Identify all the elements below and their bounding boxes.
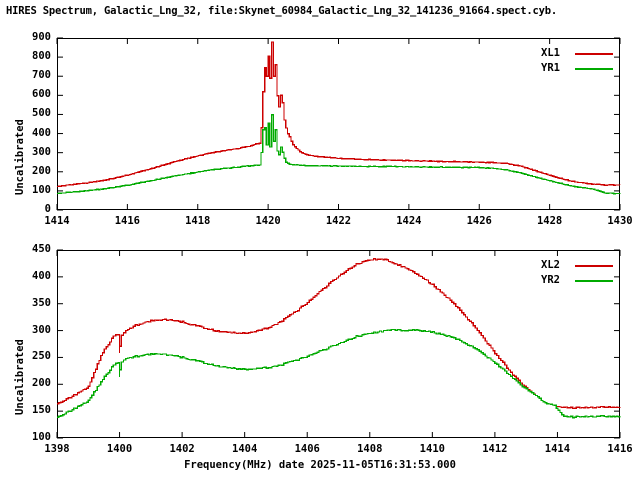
series-yr1 [57, 114, 621, 195]
y-tick-label: 400 [32, 126, 51, 139]
series-xl2 [57, 258, 621, 410]
series-xl1 [57, 41, 621, 188]
series-yr2 [57, 328, 621, 419]
bottom-plot-canvas [56, 249, 621, 439]
page-title: HIRES Spectrum, Galactic_Lng_32, file:Sk… [6, 5, 557, 17]
legend-swatch-yr1 [575, 68, 613, 70]
x-tick-label: 1402 [169, 443, 195, 455]
legend-swatch-xl1 [575, 53, 613, 55]
x-tick-label: 1414 [44, 215, 70, 227]
y-tick-label: 400 [32, 269, 51, 282]
x-tick-label: 1398 [44, 443, 70, 455]
x-tick-label: 1412 [482, 443, 508, 455]
legend-label-yr2: YR2 [541, 274, 560, 286]
x-tick-label: 1414 [544, 443, 571, 455]
y-tick-label: 100 [32, 431, 51, 443]
x-tick-label: 1426 [466, 215, 492, 227]
x-tick-label: 1418 [185, 215, 211, 227]
y-tick-label: 800 [32, 50, 51, 63]
bottom-spectrum-panel [56, 249, 621, 439]
y-tick-label: 200 [32, 164, 51, 177]
y-tick-label: 350 [32, 296, 51, 309]
x-tick-label: 1400 [106, 443, 133, 455]
x-tick-label: 1430 [607, 215, 633, 227]
legend-swatch-xl2 [575, 265, 613, 267]
x-tick-label: 1416 [607, 443, 633, 455]
x-tick-label: 1422 [325, 215, 352, 227]
legend-label-xl1: XL1 [541, 47, 560, 59]
x-axis-label: Frequency(MHz) date 2025-11-05T16:31:53.… [184, 459, 456, 471]
y-tick-label: 900 [32, 31, 51, 43]
legend-label-yr1: YR1 [541, 62, 560, 74]
x-tick-label: 1410 [419, 443, 445, 455]
x-tick-label: 1416 [114, 215, 141, 227]
y-tick-label: 300 [32, 323, 51, 336]
y-tick-label: 700 [32, 69, 51, 82]
x-tick-label: 1408 [357, 443, 383, 455]
y-tick-label: 450 [32, 243, 51, 255]
y-tick-label: 150 [32, 404, 51, 417]
y-tick-label: 600 [32, 88, 51, 101]
x-tick-label: 1428 [536, 215, 563, 227]
y-tick-label: 250 [32, 350, 51, 363]
x-tick-label: 1420 [255, 215, 281, 227]
top-spectrum-panel [56, 37, 621, 211]
x-tick-label: 1406 [294, 443, 320, 455]
legend-label-xl2: XL2 [541, 259, 560, 271]
top-plot-canvas [56, 37, 621, 211]
y-tick-label: 500 [32, 107, 51, 120]
x-tick-label: 1424 [396, 215, 422, 227]
y-tick-label: 0 [44, 203, 51, 215]
legend-swatch-yr2 [575, 280, 613, 282]
y-tick-label: 300 [32, 145, 51, 158]
y-tick-label: 100 [32, 183, 51, 196]
y-tick-label: 200 [32, 377, 51, 390]
x-tick-label: 1404 [232, 443, 258, 455]
